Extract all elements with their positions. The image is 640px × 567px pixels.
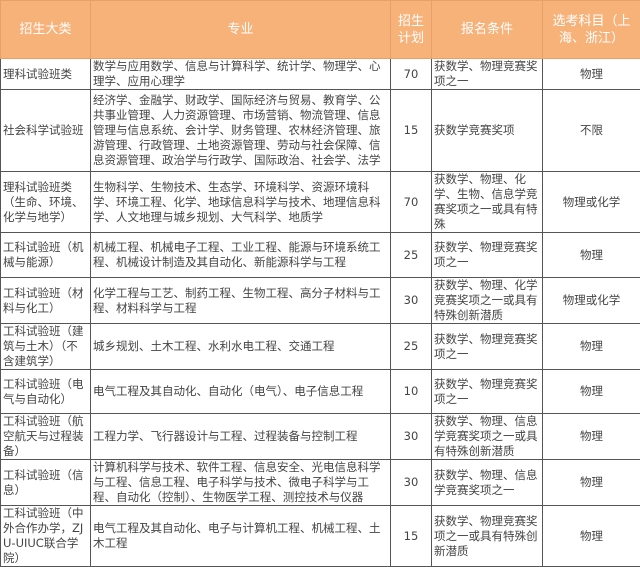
cell-subjects: 物理	[543, 324, 640, 370]
cell-requirements: 获数学、物理、信息学竞赛奖项之一	[432, 460, 543, 506]
cell-subjects: 物理	[543, 233, 640, 278]
cell-subjects: 物理或化学	[543, 278, 640, 324]
cell-plan: 25	[391, 324, 432, 370]
cell-plan: 30	[391, 460, 432, 506]
table-row: 社会科学试验班经济学、金融学、财政学、国际经济与贸易、教育学、公共事业管理、人力…	[1, 90, 640, 172]
cell-majors: 工程力学、飞行器设计与工程、过程装备与控制工程	[91, 414, 391, 460]
cell-majors: 计算机科学与技术、软件工程、信息安全、光电信息科学与工程、信息工程、电子科学与技…	[91, 460, 391, 506]
header-subjects: 选考科目（上海、浙江）	[543, 1, 640, 59]
cell-subjects: 不限	[543, 90, 640, 172]
cell-plan: 10	[391, 370, 432, 414]
cell-subjects: 物理	[543, 370, 640, 414]
table-row: 工科试验班（机械与能源）机械工程、机械电子工程、工业工程、能源与环境系统工程、机…	[1, 233, 640, 278]
cell-plan: 25	[391, 233, 432, 278]
cell-subjects: 物理或化学	[543, 172, 640, 233]
cell-plan: 70	[391, 172, 432, 233]
table-row: 理科试验班类（生命、环境、化学与地学）生物科学、生物技术、生态学、环境科学、资源…	[1, 172, 640, 233]
cell-requirements: 获数学竞赛奖项	[432, 90, 543, 172]
cell-plan: 15	[391, 506, 432, 567]
cell-plan: 15	[391, 90, 432, 172]
header-requirements: 报名条件	[432, 1, 543, 59]
cell-category: 工科试验班（电气与自动化）	[1, 370, 91, 414]
cell-category: 工科试验班（航空航天与过程装备）	[1, 414, 91, 460]
cell-majors: 电气工程及其自动化、电子与计算机工程、机械工程、土木工程	[91, 506, 391, 567]
cell-category: 工科试验班（建筑与土木）（不含建筑学）	[1, 324, 91, 370]
header-plan: 招生计划	[391, 1, 432, 59]
cell-majors: 生物科学、生物技术、生态学、环境科学、资源环境科学、环境工程、化学、地球信息科学…	[91, 172, 391, 233]
cell-requirements: 获数学、物理、化学、生物、信息学竞赛奖项之一或具有特殊	[432, 172, 543, 233]
cell-majors: 数学与应用数学、信息与计算科学、统计学、物理学、心理学、应用心理学	[91, 59, 391, 90]
cell-majors: 化学工程与工艺、制药工程、生物工程、高分子材料与工程、材料科学与工程	[91, 278, 391, 324]
cell-subjects: 物理	[543, 460, 640, 506]
cell-requirements: 获数学、物理竞赛奖项之一	[432, 324, 543, 370]
cell-category: 理科试验班类	[1, 59, 91, 90]
cell-category: 工科试验班（机械与能源）	[1, 233, 91, 278]
cell-category: 理科试验班类（生命、环境、化学与地学）	[1, 172, 91, 233]
cell-plan: 30	[391, 414, 432, 460]
table-row: 工科试验班（材料与化工）化学工程与工艺、制药工程、生物工程、高分子材料与工程、材…	[1, 278, 640, 324]
cell-subjects: 物理	[543, 506, 640, 567]
cell-category: 社会科学试验班	[1, 90, 91, 172]
table-row: 工科试验班（中外合作办学，ZJU-UIUC联合学院）电气工程及其自动化、电子与计…	[1, 506, 640, 567]
cell-plan: 30	[391, 278, 432, 324]
cell-majors: 电气工程及其自动化、自动化（电气）、电子信息工程	[91, 370, 391, 414]
cell-subjects: 物理	[543, 414, 640, 460]
cell-majors: 机械工程、机械电子工程、工业工程、能源与环境系统工程、机械设计制造及其自动化、新…	[91, 233, 391, 278]
table-row: 工科试验班（建筑与土木）（不含建筑学）城乡规划、土木工程、水利水电工程、交通工程…	[1, 324, 640, 370]
cell-plan: 70	[391, 59, 432, 90]
cell-subjects: 物理	[543, 59, 640, 90]
cell-category: 工科试验班（中外合作办学，ZJU-UIUC联合学院）	[1, 506, 91, 567]
cell-requirements: 获数学、物理竞赛奖项之一	[432, 370, 543, 414]
cell-majors: 城乡规划、土木工程、水利水电工程、交通工程	[91, 324, 391, 370]
cell-requirements: 获数学、物理竞赛奖项之一	[432, 59, 543, 90]
cell-category: 工科试验班（材料与化工）	[1, 278, 91, 324]
header-row: 招生大类 专业 招生计划 报名条件 选考科目（上海、浙江）	[1, 1, 640, 59]
header-category: 招生大类	[1, 1, 91, 59]
header-majors: 专业	[91, 1, 391, 59]
cell-category: 工科试验班（信息）	[1, 460, 91, 506]
cell-majors: 经济学、金融学、财政学、国际经济与贸易、教育学、公共事业管理、人力资源管理、市场…	[91, 90, 391, 172]
table-row: 工科试验班（信息）计算机科学与技术、软件工程、信息安全、光电信息科学与工程、信息…	[1, 460, 640, 506]
cell-requirements: 获数学、物理、信息学竞赛奖项之一或具有特殊创新潜质	[432, 414, 543, 460]
cell-requirements: 获数学、物理竞赛奖项之一	[432, 233, 543, 278]
cell-requirements: 获数学、物理、化学竞赛奖项之一或具有特殊创新潜质	[432, 278, 543, 324]
cell-requirements: 获数学、物理竞赛奖项之一或具有特殊创新潜质	[432, 506, 543, 567]
